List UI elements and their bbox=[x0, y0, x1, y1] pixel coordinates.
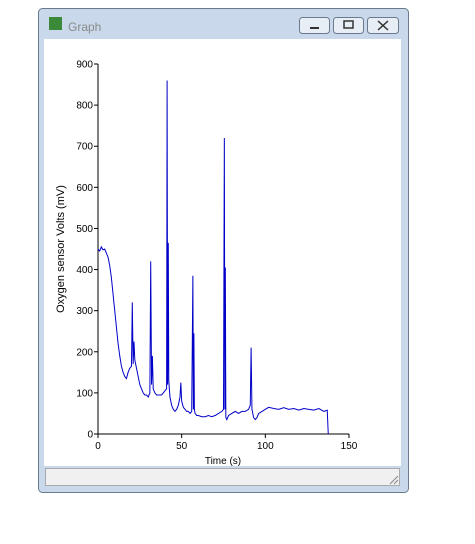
x-tick-label: 150 bbox=[341, 441, 358, 452]
x-axis-label: Time (s) bbox=[205, 456, 241, 467]
minimize-button[interactable] bbox=[299, 17, 330, 34]
x-tick-label: 100 bbox=[257, 441, 274, 452]
y-tick-label: 400 bbox=[76, 265, 93, 276]
maximize-icon bbox=[343, 20, 354, 29]
y-tick-label: 200 bbox=[76, 347, 93, 358]
y-tick-label: 500 bbox=[76, 224, 93, 235]
y-tick-label: 900 bbox=[76, 60, 93, 71]
y-tick-label: 100 bbox=[76, 388, 93, 399]
x-tick-label: 50 bbox=[176, 441, 188, 452]
window-title: Graph bbox=[68, 20, 101, 34]
y-tick-label: 800 bbox=[76, 101, 93, 112]
y-axis-label: Oxygen sensor Volts (mV) bbox=[55, 185, 67, 313]
y-tick-label: 300 bbox=[76, 306, 93, 317]
data-line bbox=[97, 80, 329, 435]
close-icon bbox=[377, 20, 389, 31]
status-bar bbox=[45, 468, 400, 486]
x-tick-label: 0 bbox=[95, 441, 101, 452]
resize-grip[interactable] bbox=[389, 475, 399, 485]
client-area bbox=[44, 39, 401, 466]
app-icon bbox=[49, 17, 62, 30]
y-tick-label: 600 bbox=[76, 183, 93, 194]
maximize-button[interactable] bbox=[333, 17, 364, 34]
y-tick-label: 0 bbox=[87, 430, 93, 441]
y-tick-label: 700 bbox=[76, 142, 93, 153]
